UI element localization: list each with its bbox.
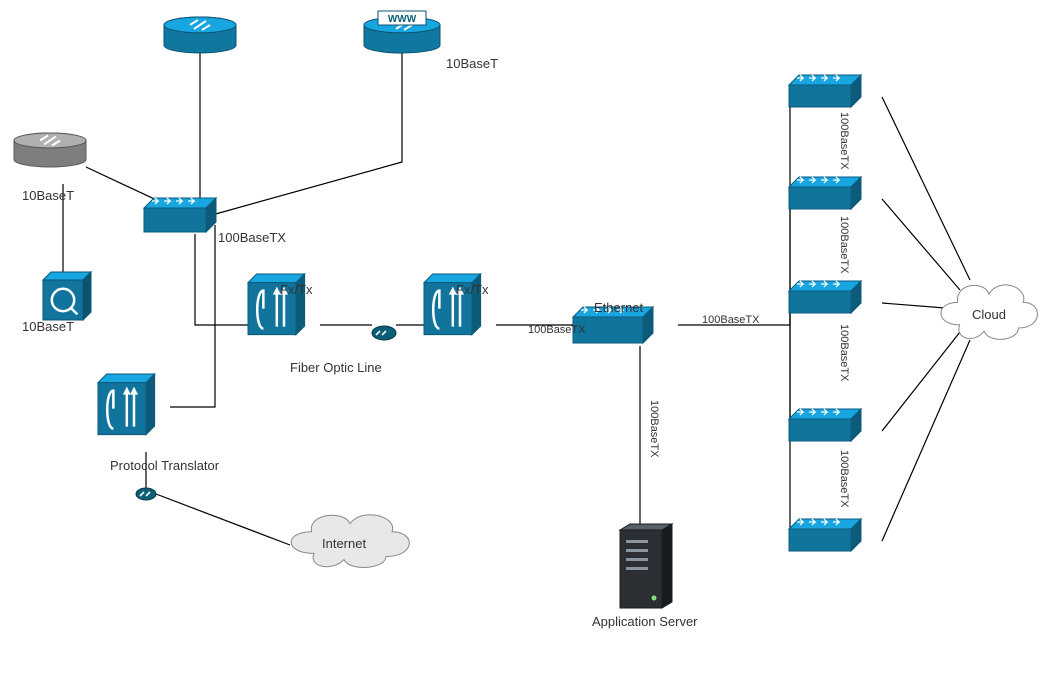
label-100basetx-b: 100BaseTX (702, 314, 759, 326)
node-sw5 (789, 519, 861, 551)
node-router_grey (14, 133, 86, 167)
node-app_server (620, 524, 672, 608)
node-fiber_mid2 (136, 488, 156, 500)
node-fiber_mid (372, 326, 396, 340)
node-sw2 (789, 177, 861, 209)
label-100basetx-a: 100BaseTX (528, 324, 585, 336)
svg-text:WWW: WWW (388, 14, 417, 25)
vlabel-sw4: 100BaseTX (838, 450, 850, 507)
label-ethernet: Ethernet (594, 300, 643, 315)
label-internet: Internet (322, 536, 366, 551)
vlabel-sw3: 100BaseTX (838, 324, 850, 381)
vlabel-sw2: 100BaseTX (838, 216, 850, 273)
node-sw1 (789, 75, 861, 107)
label-10baset-top: 10BaseT (446, 56, 498, 71)
node-sw4 (789, 409, 861, 441)
label-fiber: Fiber Optic Line (290, 360, 382, 375)
vlabel-sw1: 100BaseTX (838, 112, 850, 169)
node-proto_box (98, 374, 155, 435)
vlabel-appserver: 100BaseTX (648, 400, 660, 457)
nodes-layer: WWW (0, 0, 1043, 676)
label-fxtx2: Fx/Tx (456, 282, 489, 297)
label-10baset-grey: 10BaseT (22, 188, 74, 203)
label-protocol: Protocol Translator (110, 458, 219, 473)
node-sw3 (789, 281, 861, 313)
node-cube_magnify (43, 272, 91, 320)
label-100basetx-sw: 100BaseTX (218, 230, 286, 245)
node-switch_center (144, 198, 216, 232)
node-router_top (164, 17, 236, 53)
node-www_server: WWW (364, 11, 440, 53)
label-fxtx1: Fx/Tx (280, 282, 313, 297)
label-10baset-cube: 10BaseT (22, 319, 74, 334)
label-appserver: Application Server (592, 614, 698, 629)
label-cloud: Cloud (972, 307, 1006, 322)
